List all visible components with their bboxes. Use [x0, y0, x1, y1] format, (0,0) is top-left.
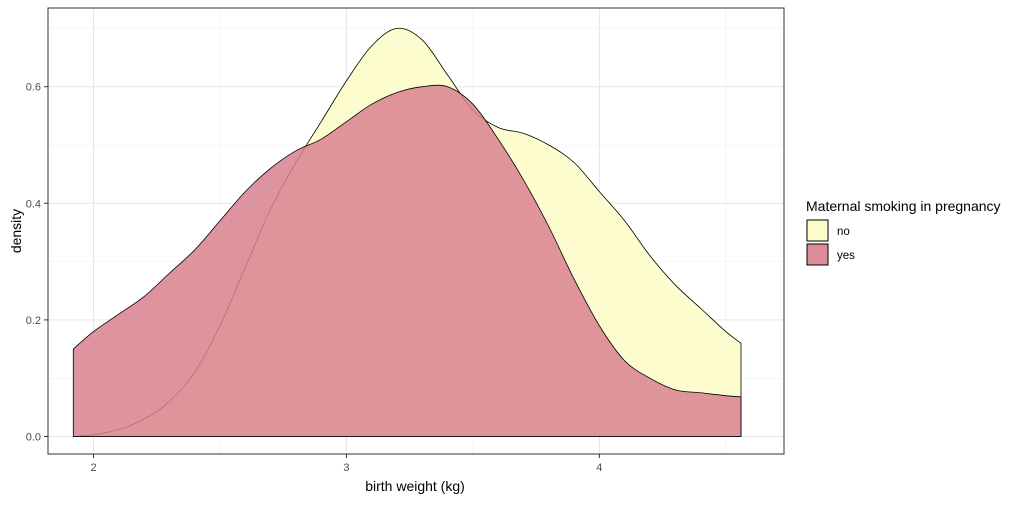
y-tick-label: 0.0 — [26, 432, 41, 444]
x-axis-label: birth weight (kg) — [365, 478, 465, 494]
y-tick-label: 0.6 — [26, 82, 41, 94]
legend-key-yes — [806, 243, 829, 266]
series-layer — [72, 27, 742, 437]
panel-border — [47, 7, 785, 455]
y-tick-label: 0.4 — [26, 198, 41, 210]
y-tick-label: 0.2 — [26, 315, 41, 327]
legend-key-no — [806, 219, 829, 242]
x-tick-label: 3 — [343, 462, 349, 474]
legend: Maternal smoking in pregnancy no yes — [806, 198, 1001, 266]
legend-label-no: no — [837, 226, 850, 238]
legend-title: Maternal smoking in pregnancy — [806, 198, 1001, 214]
axis-layer: 2 3 4 0.0 0.2 0.4 0.6 — [26, 82, 603, 474]
x-tick-label: 4 — [596, 462, 602, 474]
density-area-yes — [72, 84, 742, 437]
legend-label-yes: yes — [837, 250, 855, 262]
x-tick-label: 2 — [90, 462, 96, 474]
y-axis-label: density — [8, 209, 24, 253]
